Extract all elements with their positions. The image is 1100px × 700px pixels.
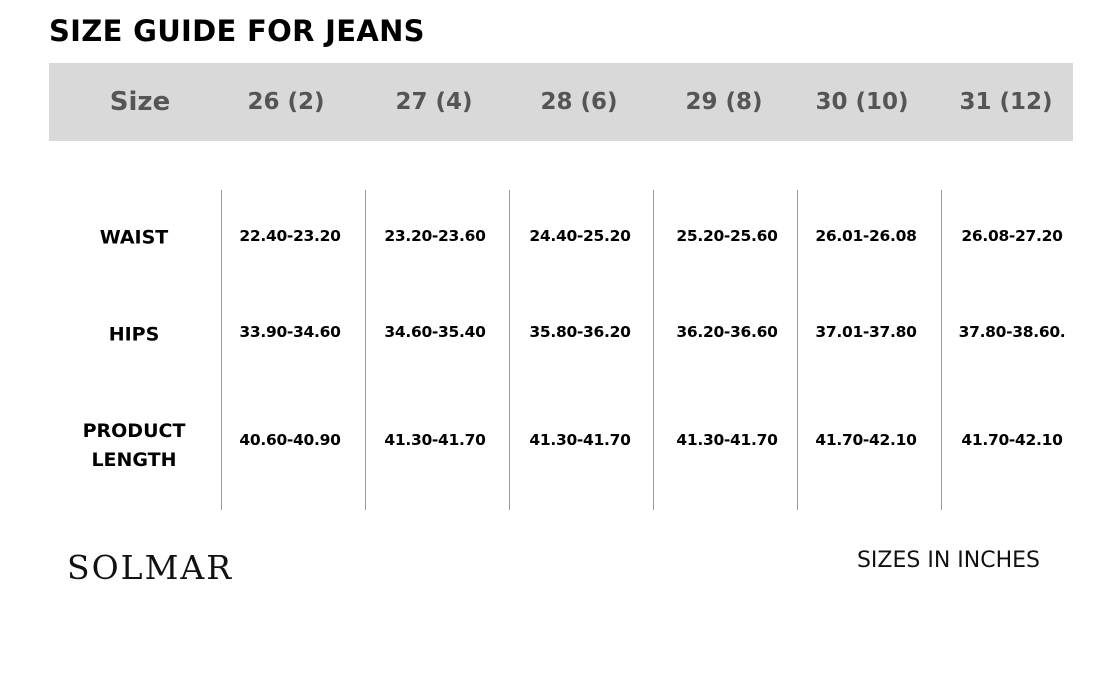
measurement-cell: 33.90-34.60 xyxy=(239,323,341,341)
column-divider xyxy=(653,190,654,510)
measurement-cell: 37.80-38.60. xyxy=(958,323,1066,341)
size-header-label: Size xyxy=(109,87,171,117)
column-divider xyxy=(941,190,942,510)
size-column-header: 31 (12) xyxy=(959,89,1053,115)
measurement-cell: 41.70-42.10 xyxy=(961,431,1063,449)
column-divider xyxy=(365,190,366,510)
row-label: PRODUCT LENGTH xyxy=(82,420,186,471)
page-title: SIZE GUIDE FOR JEANS xyxy=(49,14,425,48)
measurement-cell: 41.70-42.10 xyxy=(815,431,917,449)
size-column-header: 26 (2) xyxy=(247,89,325,115)
measurement-cell: 41.30-41.70 xyxy=(529,431,631,449)
measurement-cell: 41.30-41.70 xyxy=(676,431,778,449)
table-header: Size 26 (2) 27 (4) 28 (6) 29 (8) 30 (10) 31 (… xyxy=(49,63,1073,141)
size-column-header: 27 (4) xyxy=(395,89,473,115)
measurement-cell: 26.08-27.20 xyxy=(961,227,1063,245)
column-divider xyxy=(221,190,222,510)
size-column-header: 28 (6) xyxy=(540,89,618,115)
measurement-cell: 25.20-25.60 xyxy=(676,227,778,245)
measurement-cell: 40.60-40.90 xyxy=(239,431,341,449)
measurement-cell: 35.80-36.20 xyxy=(529,323,631,341)
brand-logo: SOLMAR xyxy=(67,548,234,587)
measurement-cell: 22.40-23.20 xyxy=(239,227,341,245)
measurement-cell: 23.20-23.60 xyxy=(384,227,486,245)
row-label: HIPS xyxy=(108,323,160,346)
measurement-cell: 37.01-37.80 xyxy=(815,323,917,341)
row-label: WAIST xyxy=(99,226,169,249)
measurement-cell: 34.60-35.40 xyxy=(384,323,486,341)
measurement-cell: 24.40-25.20 xyxy=(529,227,631,245)
column-divider xyxy=(509,190,510,510)
size-column-header: 29 (8) xyxy=(685,89,763,115)
size-column-header: 30 (10) xyxy=(815,89,909,115)
measurement-cell: 41.30-41.70 xyxy=(384,431,486,449)
measurement-cell: 26.01-26.08 xyxy=(815,227,917,245)
measurement-cell: 36.20-36.60 xyxy=(676,323,778,341)
column-divider xyxy=(797,190,798,510)
unit-note: SIZES IN INCHES xyxy=(856,548,1040,573)
